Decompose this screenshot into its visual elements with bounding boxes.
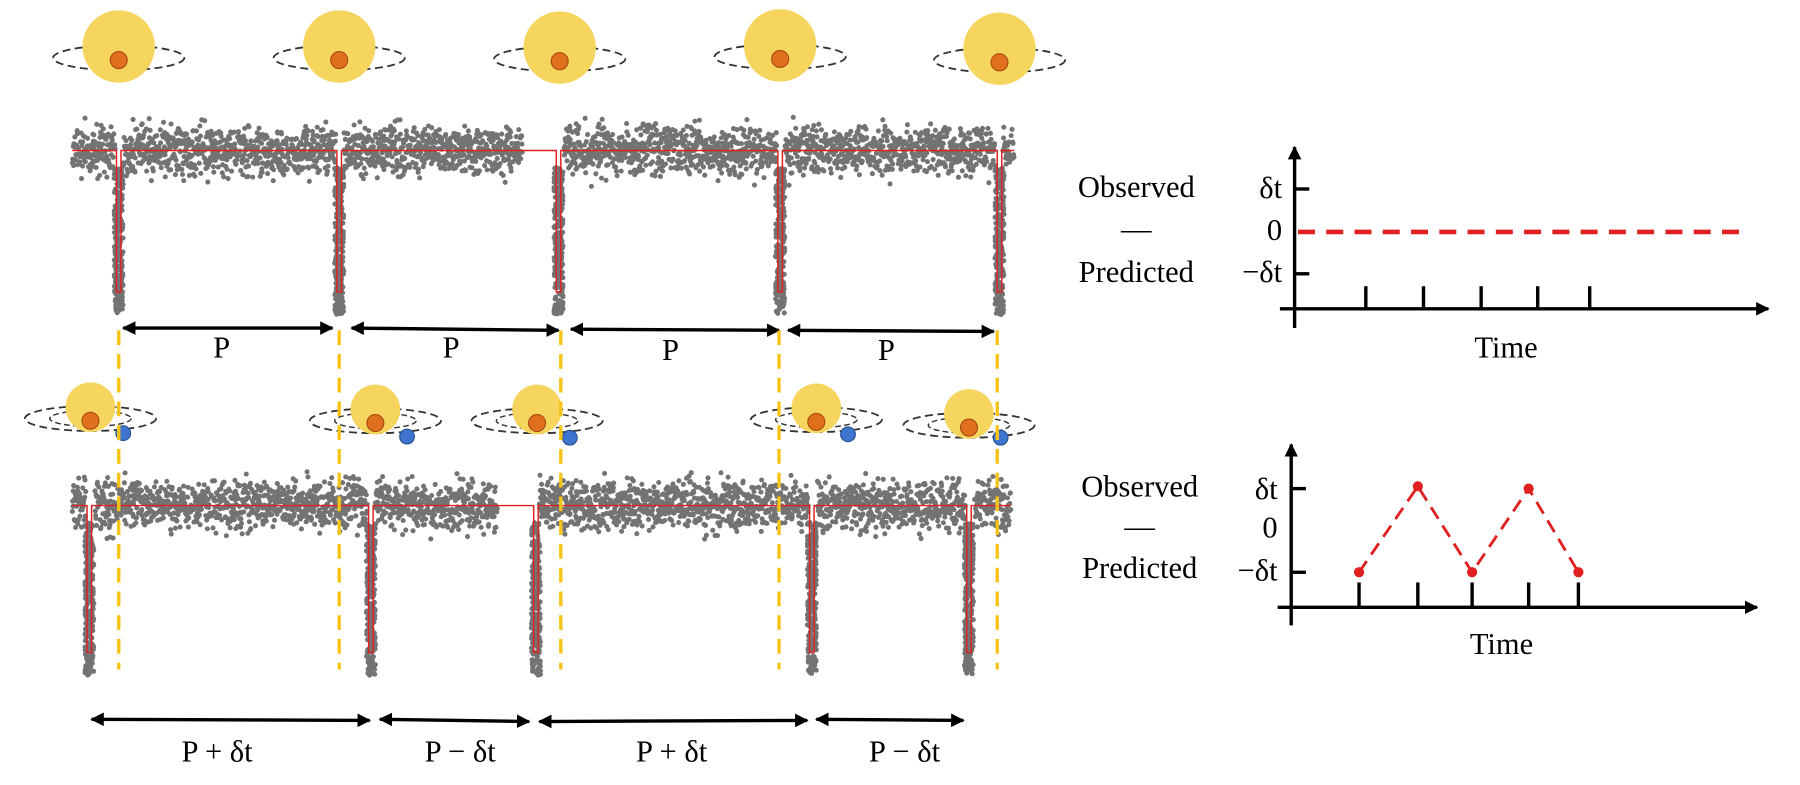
- planet: [81, 411, 100, 430]
- star: [350, 384, 401, 435]
- star-system: [272, 10, 406, 83]
- transit-model: [72, 504, 1011, 654]
- star-system: [308, 384, 442, 445]
- period-label: P: [443, 331, 460, 365]
- planet: [959, 418, 979, 437]
- star-system: [902, 389, 1036, 446]
- period-label: P + δt: [636, 734, 708, 768]
- star: [944, 389, 994, 439]
- period-label: P: [878, 333, 895, 367]
- star: [82, 10, 155, 83]
- y-label: —: [1120, 212, 1152, 246]
- tick-label: −δt: [1242, 255, 1283, 289]
- tick-label: 0: [1267, 213, 1282, 247]
- star: [791, 383, 842, 434]
- outer-planet: [840, 426, 856, 443]
- star-system: [470, 384, 604, 446]
- orbit-icons: [23, 9, 1066, 446]
- star-system: [23, 382, 157, 442]
- star: [303, 10, 376, 83]
- y-label: Predicted: [1079, 255, 1194, 289]
- tick-label: −δt: [1238, 553, 1279, 587]
- period-label: P + δt: [181, 734, 253, 768]
- period-label: P − δt: [869, 734, 941, 768]
- flux-points: [69, 469, 1014, 678]
- x-label: Time: [1474, 331, 1537, 365]
- bottom-arrows: [90, 712, 965, 729]
- y-label: —: [1123, 509, 1155, 543]
- star-system: [749, 383, 883, 443]
- star: [963, 12, 1036, 85]
- planet: [990, 53, 1009, 72]
- tick-label: δt: [1259, 171, 1282, 205]
- star: [523, 11, 596, 84]
- star-system: [52, 10, 186, 83]
- star: [743, 9, 817, 82]
- planet: [366, 413, 385, 433]
- period-label: P: [213, 331, 230, 365]
- star: [65, 382, 116, 433]
- oc-plot: [1279, 145, 1770, 329]
- star: [512, 384, 562, 435]
- star-system: [933, 12, 1066, 85]
- x-label: Time: [1470, 627, 1533, 661]
- planet: [109, 51, 128, 70]
- oc-plot: [1277, 443, 1759, 626]
- tick-label: 0: [1262, 510, 1277, 544]
- planet: [771, 49, 790, 69]
- transit-guides: [117, 330, 999, 670]
- period-label: P: [662, 333, 679, 367]
- outer-planet: [561, 429, 578, 446]
- star-system: [493, 11, 627, 84]
- tick-label: δt: [1255, 472, 1278, 506]
- y-label: Predicted: [1082, 551, 1197, 585]
- light-curves: [69, 114, 1017, 678]
- star-system: [713, 9, 847, 82]
- y-label: Observed: [1081, 470, 1198, 504]
- planet: [550, 52, 569, 71]
- planet: [807, 412, 826, 431]
- planet: [330, 51, 349, 70]
- outer-planet: [992, 429, 1009, 446]
- top-arrows: [121, 321, 996, 339]
- y-label: Observed: [1078, 170, 1195, 204]
- transit-model: [72, 149, 1015, 293]
- outer-planet: [399, 428, 415, 445]
- planet: [528, 413, 547, 433]
- period-label: P − δt: [425, 734, 497, 768]
- flux-points: [69, 114, 1017, 318]
